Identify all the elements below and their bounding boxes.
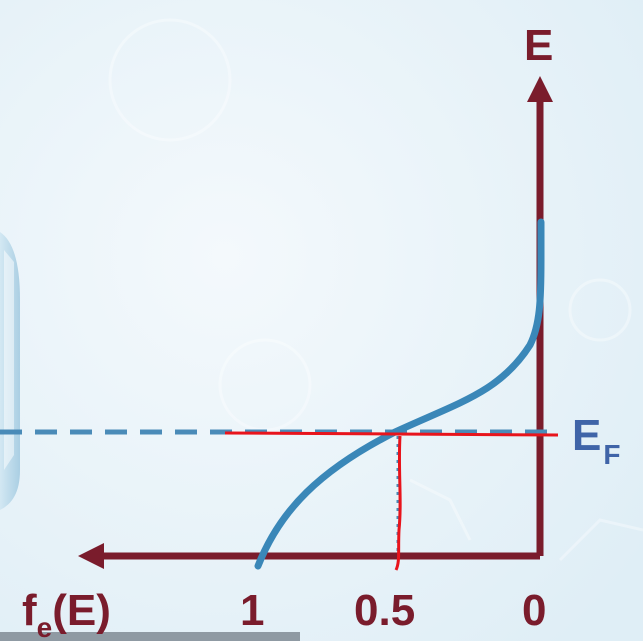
tick-label-half: 0.5	[354, 586, 415, 635]
f-axis-label-sub: e	[37, 612, 53, 641]
tick-label-0: 0	[522, 586, 546, 635]
glass-object	[0, 232, 20, 510]
e-axis-arrow-icon	[527, 76, 553, 102]
fermi-level-label-main: E	[572, 411, 601, 460]
fermi-level-label-sub: F	[603, 439, 620, 470]
f-axis-label-rest: (E)	[52, 586, 111, 635]
annotation-horizontal-line	[224, 431, 559, 437]
fermi-level-label: EF	[572, 411, 620, 470]
fermi-dirac-curve	[254, 218, 545, 570]
tick-label-1: 1	[240, 586, 264, 635]
f-axis-arrow-icon	[78, 543, 104, 569]
annotation-vertical-line	[394, 435, 402, 571]
f-axis-label-main: f	[22, 586, 37, 635]
f-axis-label: fe(E)	[22, 586, 111, 641]
bottom-bar	[0, 632, 300, 641]
energy-axis-label: E	[524, 21, 553, 70]
